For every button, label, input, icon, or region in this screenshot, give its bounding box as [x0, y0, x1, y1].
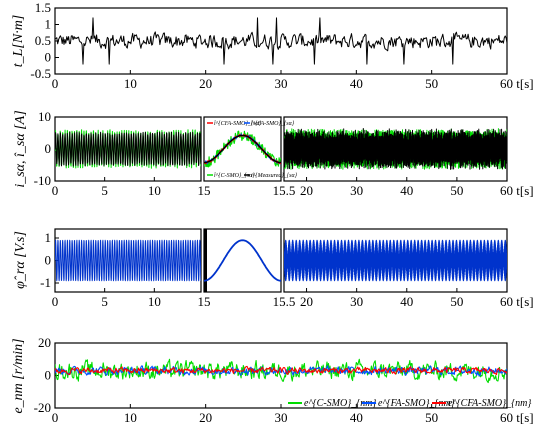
flux-left-xtick-label: 5: [101, 294, 108, 309]
flux-right-xtick-label: 50: [450, 294, 463, 309]
current-right-xtick-label: 20: [300, 183, 313, 198]
current-left-xtick-label: 0: [52, 183, 59, 198]
flux-left-xtick-label: 10: [148, 294, 161, 309]
speed-ytick-label: 0: [45, 368, 52, 383]
current-right-xtick-label: 40: [400, 183, 413, 198]
current-right-xtick-label: 50: [450, 183, 463, 198]
speed-xtick-label: 30: [275, 410, 288, 425]
speed-ytick-label: 20: [38, 335, 51, 350]
flux-left-ytick-label: -1: [40, 275, 51, 290]
flux-right-xtick-label: 40: [400, 294, 413, 309]
torque-ytick-label: 1: [45, 17, 52, 32]
current-legend-label: î^{CFA-SMO}_{sα}: [214, 121, 262, 127]
speed-legend-label: e^{CFA-SMO}_{nm}: [448, 398, 531, 409]
current-zoom-csmo-line: [204, 130, 281, 168]
flux-right-xtick-start: 15.5: [273, 294, 296, 309]
flux-right-xtick-label: 30: [350, 294, 363, 309]
torque-xtick-label: 30: [275, 76, 288, 91]
speed-xtick-label: 40: [350, 410, 363, 425]
current-right-xtick-start: 15.5: [273, 183, 296, 198]
flux-ylabel: φ̂_rα [V.s]: [13, 231, 28, 289]
current-left-xtick-label: 10: [148, 183, 161, 198]
flux-zoom-line: [204, 239, 281, 282]
current-legend-label: î^{C-SMO}_{sα}: [214, 173, 255, 179]
current-left-xtick-label: 5: [101, 183, 108, 198]
speed-xtick-label: 20: [199, 410, 212, 425]
current-right-measured-line: [284, 128, 507, 170]
flux-left-ytick-label: 0: [45, 253, 52, 268]
torque-xtick-label: 40: [350, 76, 363, 91]
current-left-ytick-label: 0: [45, 141, 52, 156]
current-left-measured-line: [55, 131, 201, 167]
speed-xtick-label: 50: [425, 410, 438, 425]
flux-divider: [204, 229, 207, 292]
torque-xtick-label: 20: [199, 76, 212, 91]
torque-ylabel: t_L[N·m]: [11, 15, 26, 68]
current-ylabel: i_sα, î_sα [A]: [13, 110, 28, 187]
load-torque-panel: 0 10 20 30 40 50 60 t[s] -0.50 0.51 1.5 t_L[N·m]: [11, 0, 534, 91]
current-left-ytick-label: -10: [34, 173, 51, 188]
stator-current-panel: 0 5 10-1001015î^{CFA-SMO}_{sα}î^{FA-SMO}_{…: [13, 109, 534, 198]
speed-ylabel: e_nm [r/min]: [11, 338, 26, 413]
current-left-ytick-label: 10: [38, 109, 51, 124]
speed-legend-label: e^{C-SMO}_{nm}: [304, 398, 376, 409]
current-zoom-frame: [203, 116, 282, 182]
torque-xtick-label: 10: [124, 76, 137, 91]
speed-xtick-label: 0: [52, 410, 59, 425]
torque-xtick-label: 50: [425, 76, 438, 91]
flux-left-xtick-label: 0: [52, 294, 59, 309]
torque-ytick-label: 0.5: [35, 33, 51, 48]
current-zoom-measured-line: [204, 134, 281, 164]
current-right-xtick-label: 30: [350, 183, 363, 198]
speed-series-line-2: [55, 365, 507, 376]
current-legend-label: i^{Measured}_{sα}: [251, 173, 298, 179]
current-legend-label: î^{FA-SMO}_{sα}: [251, 121, 295, 127]
flux-right-xtick-label: 20: [300, 294, 313, 309]
speed-ytick-label: -20: [34, 400, 51, 415]
speed-xtick-label: 60 t[s]: [500, 410, 534, 425]
flux-zoom-frame: [203, 228, 282, 293]
torque-ytick-label: 0: [45, 50, 52, 65]
flux-left-line: [55, 239, 201, 282]
speed-legend-label: e^{FA-SMO}_{nm}: [378, 398, 455, 409]
speed-series-line-0: [55, 358, 507, 384]
torque-xtick-label: 60 t[s]: [500, 76, 534, 91]
torque-xtick-label: 0: [52, 76, 59, 91]
flux-right-xtick-label: 60 t[s]: [500, 294, 534, 309]
torque-series-line: [55, 17, 507, 65]
flux-zoom-xtick-label: 15: [198, 294, 211, 309]
current-right-xtick-label: 60 t[s]: [500, 183, 534, 198]
torque-ytick-label: 1.5: [35, 0, 51, 15]
speed-xtick-label: 10: [124, 410, 137, 425]
flux-right-line: [284, 239, 507, 282]
current-zoom-xtick-label: 15: [198, 183, 211, 198]
torque-ytick-label: -0.5: [30, 66, 51, 81]
flux-left-ytick-label: 1: [45, 230, 52, 245]
